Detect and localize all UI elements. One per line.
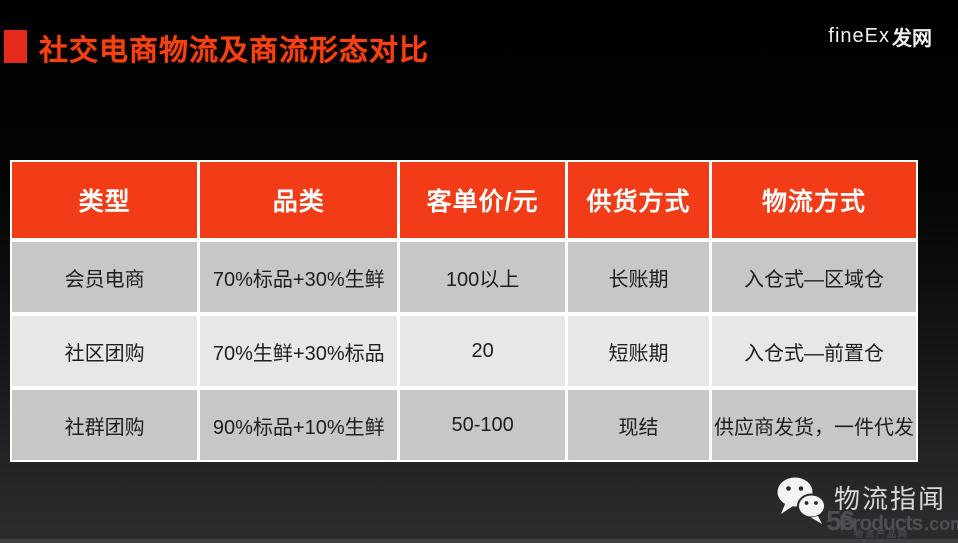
table-header-price: 客单价/元: [400, 162, 565, 238]
table-header-logistics: 物流方式: [712, 162, 916, 238]
table-cell: 70%标品+30%生鲜: [200, 242, 398, 312]
fineex-logo: fineEx 发网: [828, 22, 932, 51]
table-cell: 供应商发货，一件代发: [712, 390, 916, 460]
table-cell: 20: [400, 316, 565, 386]
table-cell: 入仓式—前置仓: [712, 316, 916, 386]
comparison-table: 类型 品类 客单价/元 供货方式 物流方式 会员电商 70%标品+30%生鲜 1…: [10, 160, 918, 462]
watermark-cn-label: 物流产品网: [854, 529, 910, 539]
watermark-tld: .com: [924, 514, 958, 534]
table-cell: 长账期: [567, 242, 710, 312]
table-cell: 70%生鲜+30%标品: [200, 316, 398, 386]
table-header-type: 类型: [12, 162, 198, 238]
fineex-logo-latin: fineEx: [828, 25, 890, 47]
table-cell: 100以上: [400, 242, 565, 312]
watermark-word: Products: [839, 512, 923, 535]
table-cell: 90%标品+10%生鲜: [200, 390, 398, 460]
table-cell: 社群团购: [12, 390, 198, 460]
table-cell: 现结: [567, 390, 710, 460]
table-cell: 50-100: [400, 390, 565, 460]
watermark-number: 56: [826, 505, 855, 536]
wechat-icon: [774, 475, 828, 530]
table-cell: 社区团购: [12, 316, 198, 386]
wechat-account-badge: 物流指闻 56Products.com 物流产品网: [774, 473, 958, 539]
table-header-supply: 供货方式: [567, 162, 710, 238]
account-name: 物流指闻: [834, 484, 947, 514]
table-header-category: 品类: [200, 162, 398, 238]
table-cell: 短账期: [567, 316, 710, 386]
fineex-logo-cn: 发网: [892, 28, 932, 50]
title-bullet-square: [4, 30, 27, 63]
table-cell: 入仓式—区域仓: [712, 242, 916, 312]
page-title: 社交电商物流及商流形态对比: [39, 35, 430, 67]
table-cell: 会员电商: [12, 242, 198, 312]
bottom-edge-strip: [0, 539, 958, 543]
watermark: 56Products.com 物流产品网: [826, 505, 958, 539]
